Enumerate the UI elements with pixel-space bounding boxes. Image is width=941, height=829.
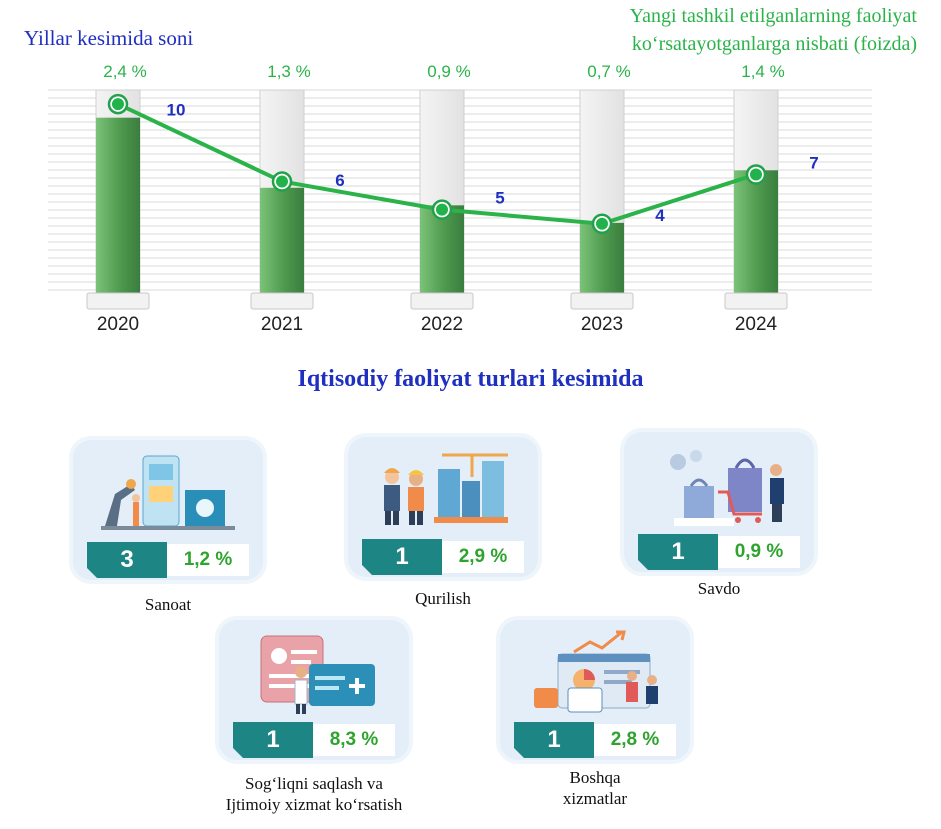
count-data-label: 6 xyxy=(335,171,344,190)
section-title: Iqtisodiy faoliyat turlari kesimida xyxy=(297,366,644,392)
percent-data-label: 2,4 % xyxy=(103,62,146,81)
bar xyxy=(420,205,464,293)
sector-card-health: 1 8,3 % xyxy=(219,620,409,760)
sector-label-health: Sog‘liqni saqlash va Ijtimoiy xizmat ko‘… xyxy=(184,773,444,815)
sector-percent: 0,9 % xyxy=(718,536,800,568)
sector-card-industry: 3 1,2 % xyxy=(73,440,263,580)
sector-label-trade: Savdo xyxy=(697,579,741,598)
x-tick-label: 2023 xyxy=(581,314,623,335)
x-tick-label: 2021 xyxy=(261,314,303,335)
sector-label-other: Boshqa xizmatlar xyxy=(465,767,725,809)
construction-workers-icon xyxy=(384,453,508,525)
x-tick-label: 2020 xyxy=(97,314,139,335)
sector-percent: 2,8 % xyxy=(594,724,676,756)
sector-count: 3 xyxy=(87,542,167,578)
sector-percent: 2,9 % xyxy=(442,541,524,573)
sector-count: 1 xyxy=(233,722,313,758)
bar-base xyxy=(86,292,150,310)
legend-percent-label: Yangi tashkil etilganlarning faoliyat ko… xyxy=(537,2,917,58)
percent-point-inner xyxy=(112,98,124,111)
percent-data-label: 0,9 % xyxy=(427,62,470,81)
bar-base xyxy=(410,292,474,310)
percent-data-label: 0,7 % xyxy=(587,62,630,81)
legend-percent-line1: Yangi tashkil etilganlarning faoliyat xyxy=(629,5,917,27)
bar xyxy=(734,170,778,293)
health-card-icon xyxy=(260,635,375,714)
count-data-label: 4 xyxy=(655,206,665,225)
legend-percent-line2: ko‘rsatayotganlarga nisbati (foizda) xyxy=(631,33,917,55)
bar-base xyxy=(724,292,788,310)
factory-robots-icon xyxy=(101,455,235,530)
sector-label-construction: Qurilish xyxy=(415,589,471,608)
sector-card-trade: 1 0,9 % xyxy=(624,432,814,572)
percent-point-inner xyxy=(276,175,288,188)
bar xyxy=(260,187,304,293)
percent-data-label: 1,3 % xyxy=(267,62,310,81)
x-tick-label: 2022 xyxy=(421,314,463,335)
count-data-label: 7 xyxy=(809,153,818,172)
sector-label-health-line2: Ijtimoiy xizmat ko‘rsatish xyxy=(225,795,403,814)
sector-count: 1 xyxy=(362,539,442,575)
percent-data-label: 1,4 % xyxy=(741,62,784,81)
count-data-label: 10 xyxy=(167,101,186,120)
shopping-bags-icon xyxy=(670,450,784,526)
sector-percent: 8,3 % xyxy=(313,724,395,756)
percent-point-inner xyxy=(596,217,608,230)
sector-label-health-line1: Sog‘liqni saqlash va xyxy=(245,774,383,793)
sector-card-other: 1 2,8 % xyxy=(500,620,690,760)
bar xyxy=(580,222,624,293)
sector-label-other-line1: Boshqa xyxy=(569,768,621,787)
sector-label-other-line2: xizmatlar xyxy=(562,789,628,808)
legend-count-label: Yillar kesimida soni xyxy=(24,26,194,50)
sector-count: 1 xyxy=(514,722,594,758)
sector-card-construction: 1 2,9 % xyxy=(348,437,538,577)
percent-point-inner xyxy=(436,203,448,216)
combo-chart: 2020 10 2,4 % 2021 6 1,3 % 2022 5 0,9 % 2023 4 0,7 … xyxy=(48,62,872,335)
count-data-label: 5 xyxy=(495,188,504,207)
business-analytics-icon xyxy=(534,630,658,713)
bar-base xyxy=(570,292,634,310)
sector-percent: 1,2 % xyxy=(167,544,249,576)
x-tick-label: 2024 xyxy=(735,314,778,335)
percent-point-inner xyxy=(750,168,762,181)
sector-label-industry: Sanoat xyxy=(144,595,192,614)
bar xyxy=(96,117,140,293)
bar-base xyxy=(250,292,314,310)
sector-count: 1 xyxy=(638,534,718,570)
